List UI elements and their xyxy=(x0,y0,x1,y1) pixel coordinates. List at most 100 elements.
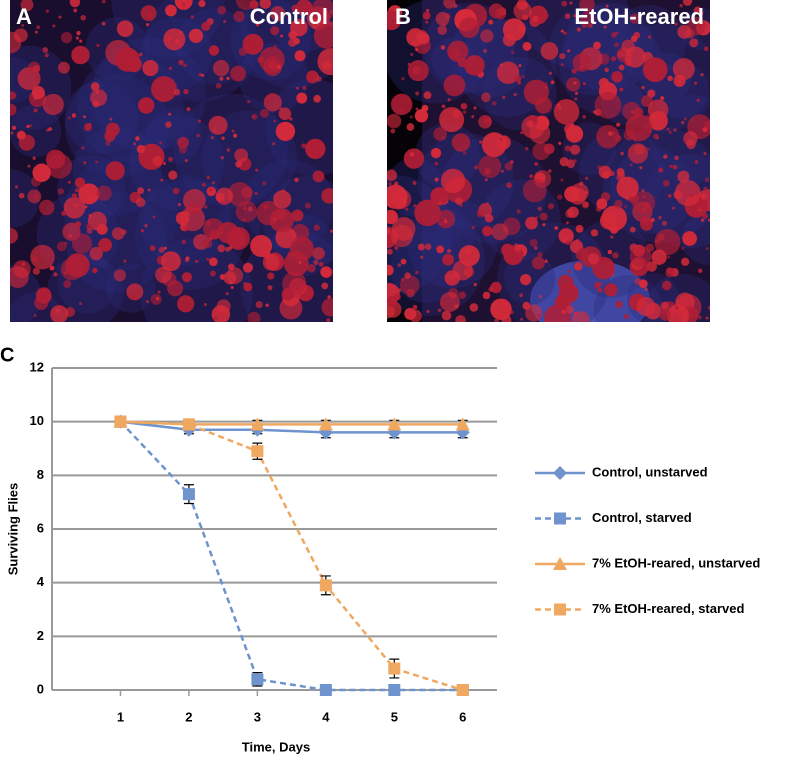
lipid-droplet xyxy=(681,246,685,250)
lipid-droplet xyxy=(121,229,127,235)
micrograph-etoh xyxy=(387,0,710,322)
lipid-droplet xyxy=(650,217,655,223)
lipid-droplet xyxy=(259,108,269,118)
lipid-droplet xyxy=(617,50,625,58)
lipid-droplet xyxy=(111,227,125,240)
lipid-droplet xyxy=(414,109,429,123)
lipid-droplet xyxy=(639,166,643,170)
lipid-droplet xyxy=(542,223,546,227)
lipid-droplet xyxy=(442,253,455,266)
lipid-droplet xyxy=(602,170,610,179)
lipid-droplet xyxy=(138,52,143,57)
lipid-droplet xyxy=(414,270,419,275)
lipid-droplet xyxy=(60,32,73,44)
marker xyxy=(388,662,401,675)
y-tick-label: 0 xyxy=(37,681,44,696)
marker xyxy=(456,684,469,696)
lipid-droplet xyxy=(233,10,245,23)
lipid-droplet xyxy=(447,98,451,102)
lipid-droplet xyxy=(587,253,600,265)
lipid-droplet xyxy=(435,11,450,26)
lipid-droplet xyxy=(525,304,543,322)
lipid-droplet xyxy=(152,155,163,166)
lipid-droplet xyxy=(109,117,113,121)
lipid-droplet xyxy=(177,295,195,313)
lipid-droplet xyxy=(312,170,325,183)
lipid-droplet xyxy=(501,243,514,257)
lipid-droplet xyxy=(71,113,77,118)
lipid-droplet xyxy=(491,223,509,241)
lipid-droplet xyxy=(434,148,440,154)
lipid-droplet xyxy=(208,115,228,135)
lipid-droplet xyxy=(620,151,624,156)
lipid-droplet xyxy=(400,258,407,265)
tissue-blue xyxy=(423,2,515,94)
lipid-droplet xyxy=(242,33,264,55)
marker xyxy=(251,673,264,686)
lipid-droplet xyxy=(454,51,460,57)
lipid-droplet xyxy=(262,181,267,186)
lipid-droplet xyxy=(516,209,521,214)
lipid-droplet xyxy=(10,91,17,100)
lipid-droplet xyxy=(594,91,622,119)
lipid-droplet xyxy=(437,308,442,313)
lipid-droplet xyxy=(74,177,86,188)
lipid-droplet xyxy=(312,247,325,260)
lipid-droplet xyxy=(627,143,649,164)
lipid-droplet xyxy=(614,134,622,143)
lipid-droplet xyxy=(608,131,613,136)
lipid-droplet xyxy=(57,61,70,74)
lipid-droplet xyxy=(700,73,704,77)
lipid-droplet xyxy=(698,208,702,212)
lipid-droplet xyxy=(313,23,333,49)
lipid-droplet xyxy=(455,315,466,322)
lipid-droplet xyxy=(272,217,276,221)
lipid-droplet xyxy=(641,85,645,90)
lipid-droplet xyxy=(104,130,116,142)
lipid-droplet xyxy=(412,181,417,185)
lipid-droplet xyxy=(123,259,127,263)
lipid-droplet xyxy=(392,194,407,209)
lipid-droplet xyxy=(647,89,656,98)
lipid-droplet xyxy=(172,187,180,195)
lipid-droplet xyxy=(79,302,83,306)
lipid-droplet xyxy=(247,100,251,104)
lipid-droplet xyxy=(488,19,494,25)
lipid-droplet xyxy=(513,92,517,97)
lipid-droplet xyxy=(181,239,187,245)
lipid-droplet xyxy=(420,255,424,259)
lipid-droplet xyxy=(543,143,555,155)
lipid-droplet xyxy=(575,224,584,233)
lipid-droplet xyxy=(165,4,177,17)
lipid-droplet xyxy=(415,48,419,52)
lipid-droplet xyxy=(92,100,100,108)
lipid-droplet xyxy=(671,206,675,210)
series-line xyxy=(120,420,464,692)
lipid-droplet xyxy=(34,295,49,310)
lipid-droplet xyxy=(483,48,488,53)
lipid-droplet xyxy=(405,207,409,211)
lipid-droplet xyxy=(42,47,49,53)
lipid-droplet xyxy=(295,86,299,90)
lipid-droplet xyxy=(129,294,134,300)
lipid-droplet xyxy=(231,129,235,133)
lipid-droplet xyxy=(625,195,631,201)
lipid-droplet xyxy=(653,133,659,140)
lipid-droplet xyxy=(682,231,697,246)
lipid-droplet xyxy=(565,305,575,314)
lipid-droplet xyxy=(683,131,698,146)
lipid-droplet xyxy=(502,95,506,99)
lipid-droplet xyxy=(581,201,590,209)
lipid-droplet xyxy=(689,193,694,197)
tissue-blue xyxy=(230,0,312,81)
lipid-droplet xyxy=(658,167,664,173)
lipid-droplet xyxy=(482,225,493,237)
lipid-droplet xyxy=(641,189,645,193)
tissue-blue xyxy=(642,154,710,249)
lipid-droplet xyxy=(74,203,79,208)
lipid-droplet xyxy=(140,229,144,233)
lipid-droplet xyxy=(186,107,191,112)
lipid-droplet xyxy=(537,313,541,318)
lipid-droplet xyxy=(28,61,41,74)
lipid-droplet xyxy=(513,1,532,20)
